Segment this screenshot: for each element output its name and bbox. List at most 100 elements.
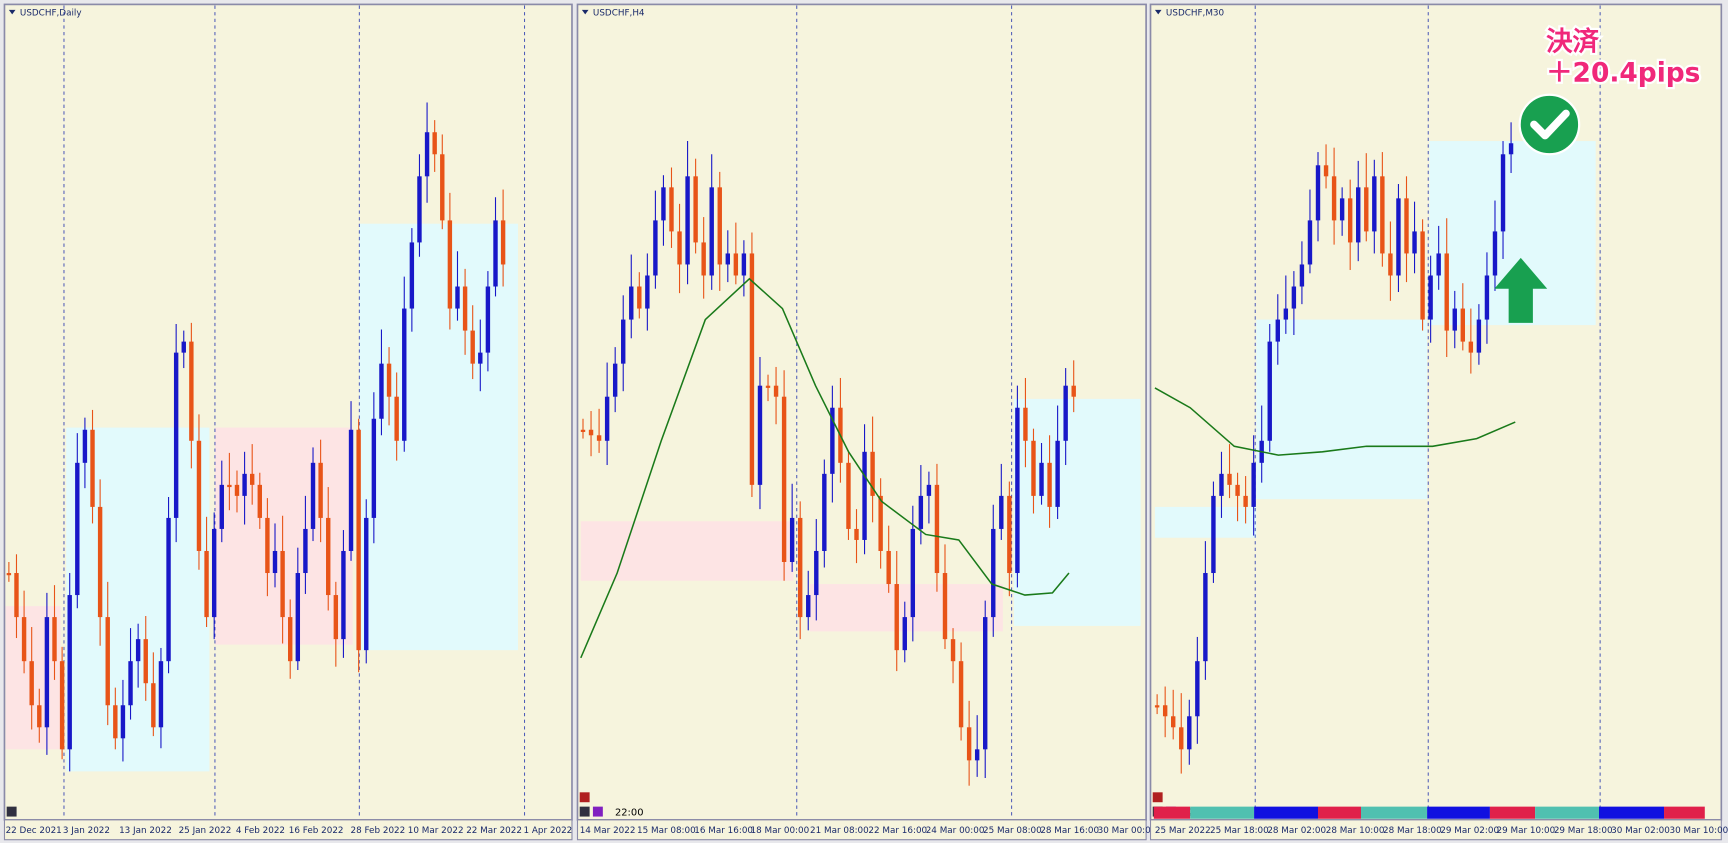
candle-body bbox=[1339, 198, 1345, 221]
candle-body bbox=[333, 595, 339, 640]
session-bar bbox=[1427, 806, 1490, 819]
candle-body bbox=[1039, 462, 1044, 496]
candle-body bbox=[52, 617, 57, 662]
candle-body bbox=[1275, 319, 1280, 342]
x-axis-label: 4 Feb 2022 bbox=[236, 826, 285, 836]
check-mark bbox=[1530, 109, 1570, 140]
panel-frame bbox=[1149, 3, 1723, 821]
candle-body bbox=[6, 573, 12, 576]
candle-body bbox=[1203, 573, 1208, 662]
candle-body bbox=[1195, 661, 1200, 717]
candle-body bbox=[295, 573, 301, 662]
session-bar bbox=[1153, 806, 1191, 819]
candle-body bbox=[1347, 198, 1353, 243]
candle-body bbox=[765, 385, 771, 388]
session-bar bbox=[1318, 806, 1361, 819]
candle-body bbox=[1291, 286, 1297, 309]
candle-body bbox=[219, 484, 224, 529]
candle-body bbox=[693, 176, 698, 243]
candle-body bbox=[424, 132, 430, 177]
candle-body bbox=[1380, 176, 1385, 254]
candle-body bbox=[604, 396, 610, 441]
candle-body bbox=[97, 506, 103, 618]
candle-body bbox=[310, 462, 316, 529]
candle-body bbox=[709, 187, 714, 276]
candle-body bbox=[661, 187, 666, 221]
candle-body bbox=[822, 473, 827, 551]
panel-menu-icon bbox=[581, 9, 589, 15]
candle-body bbox=[1452, 308, 1457, 331]
candle-body bbox=[242, 473, 247, 496]
candle-body bbox=[113, 705, 118, 739]
x-axis-label: 25 Mar 18:00 bbox=[1210, 826, 1269, 836]
candle-body bbox=[830, 407, 835, 474]
candle-body bbox=[886, 550, 891, 585]
candle-body bbox=[733, 253, 739, 276]
session-bar bbox=[1190, 806, 1255, 819]
candle-body bbox=[1307, 220, 1313, 265]
candle-body bbox=[1211, 495, 1216, 574]
candle-body bbox=[1063, 385, 1068, 441]
candle-body bbox=[128, 661, 133, 706]
panel-menu-icon bbox=[8, 9, 16, 15]
zone-box bbox=[66, 427, 210, 772]
candle-body bbox=[67, 595, 72, 750]
candle-body bbox=[1500, 154, 1506, 232]
candle-body bbox=[749, 253, 755, 485]
x-axis-label: 28 Mar 16:00 bbox=[1040, 826, 1099, 836]
candle-body bbox=[189, 341, 194, 441]
zone-box bbox=[580, 521, 794, 581]
x-axis-label: 18 Mar 00:00 bbox=[750, 826, 809, 836]
x-axis-label: 10 Mar 2022 bbox=[408, 826, 464, 836]
x-axis-label: 30 Mar 00:00 bbox=[1098, 826, 1157, 836]
candle-body bbox=[862, 451, 867, 540]
x-axis-label: 29 Mar 10:00 bbox=[1497, 826, 1556, 836]
candle-body bbox=[629, 286, 634, 320]
axis-strip bbox=[576, 819, 1147, 841]
toolbar-icon bbox=[579, 792, 590, 803]
candle-body bbox=[974, 749, 980, 761]
candle-body bbox=[1299, 264, 1305, 287]
candle-body bbox=[1436, 253, 1441, 276]
x-axis-label: 30 Mar 02:00 bbox=[1611, 826, 1670, 836]
candle-body bbox=[1235, 484, 1240, 496]
chart-panel: USDCHF,Daily 22 Dec 2021 3 Jan 2022 13 Jan … bbox=[3, 3, 573, 841]
x-axis-label: 25 Jan 2022 bbox=[179, 826, 232, 836]
candle-body bbox=[341, 550, 346, 640]
candle-body bbox=[669, 187, 674, 232]
candle-body bbox=[725, 253, 731, 265]
candle-body bbox=[966, 727, 972, 761]
session-bar bbox=[1535, 806, 1600, 819]
x-axis-label: 16 Feb 2022 bbox=[289, 826, 344, 836]
candle-body bbox=[1179, 727, 1184, 750]
candle-body bbox=[1315, 165, 1321, 221]
candle-body bbox=[1015, 407, 1020, 574]
x-axis-label: 15 Mar 08:00 bbox=[637, 826, 696, 836]
candle-body bbox=[1484, 275, 1490, 320]
candle-body bbox=[1372, 176, 1377, 232]
candle-body bbox=[685, 176, 690, 265]
candle-body bbox=[105, 617, 110, 706]
check-icon bbox=[1518, 93, 1581, 156]
candle-body bbox=[741, 253, 747, 276]
x-axis-label: 29 Mar 18:00 bbox=[1554, 826, 1613, 836]
toolbar-icon bbox=[592, 806, 603, 817]
zone-box bbox=[359, 223, 518, 651]
candle-body bbox=[1251, 462, 1256, 507]
candle-body bbox=[265, 517, 270, 574]
axis-strip bbox=[3, 819, 573, 841]
session-bar bbox=[1489, 806, 1536, 819]
candle-body bbox=[588, 429, 594, 436]
x-axis-label: 22 Dec 2021 bbox=[6, 826, 62, 836]
candle-body bbox=[371, 418, 377, 518]
x-axis-label: 1 Apr 2022 bbox=[523, 826, 572, 836]
candle-body bbox=[29, 661, 34, 706]
candle-body bbox=[135, 639, 141, 662]
candle-body bbox=[181, 341, 186, 353]
candle-body bbox=[485, 286, 491, 353]
candle-body bbox=[999, 495, 1004, 529]
candle-body bbox=[493, 220, 498, 287]
candle-body bbox=[386, 363, 392, 397]
